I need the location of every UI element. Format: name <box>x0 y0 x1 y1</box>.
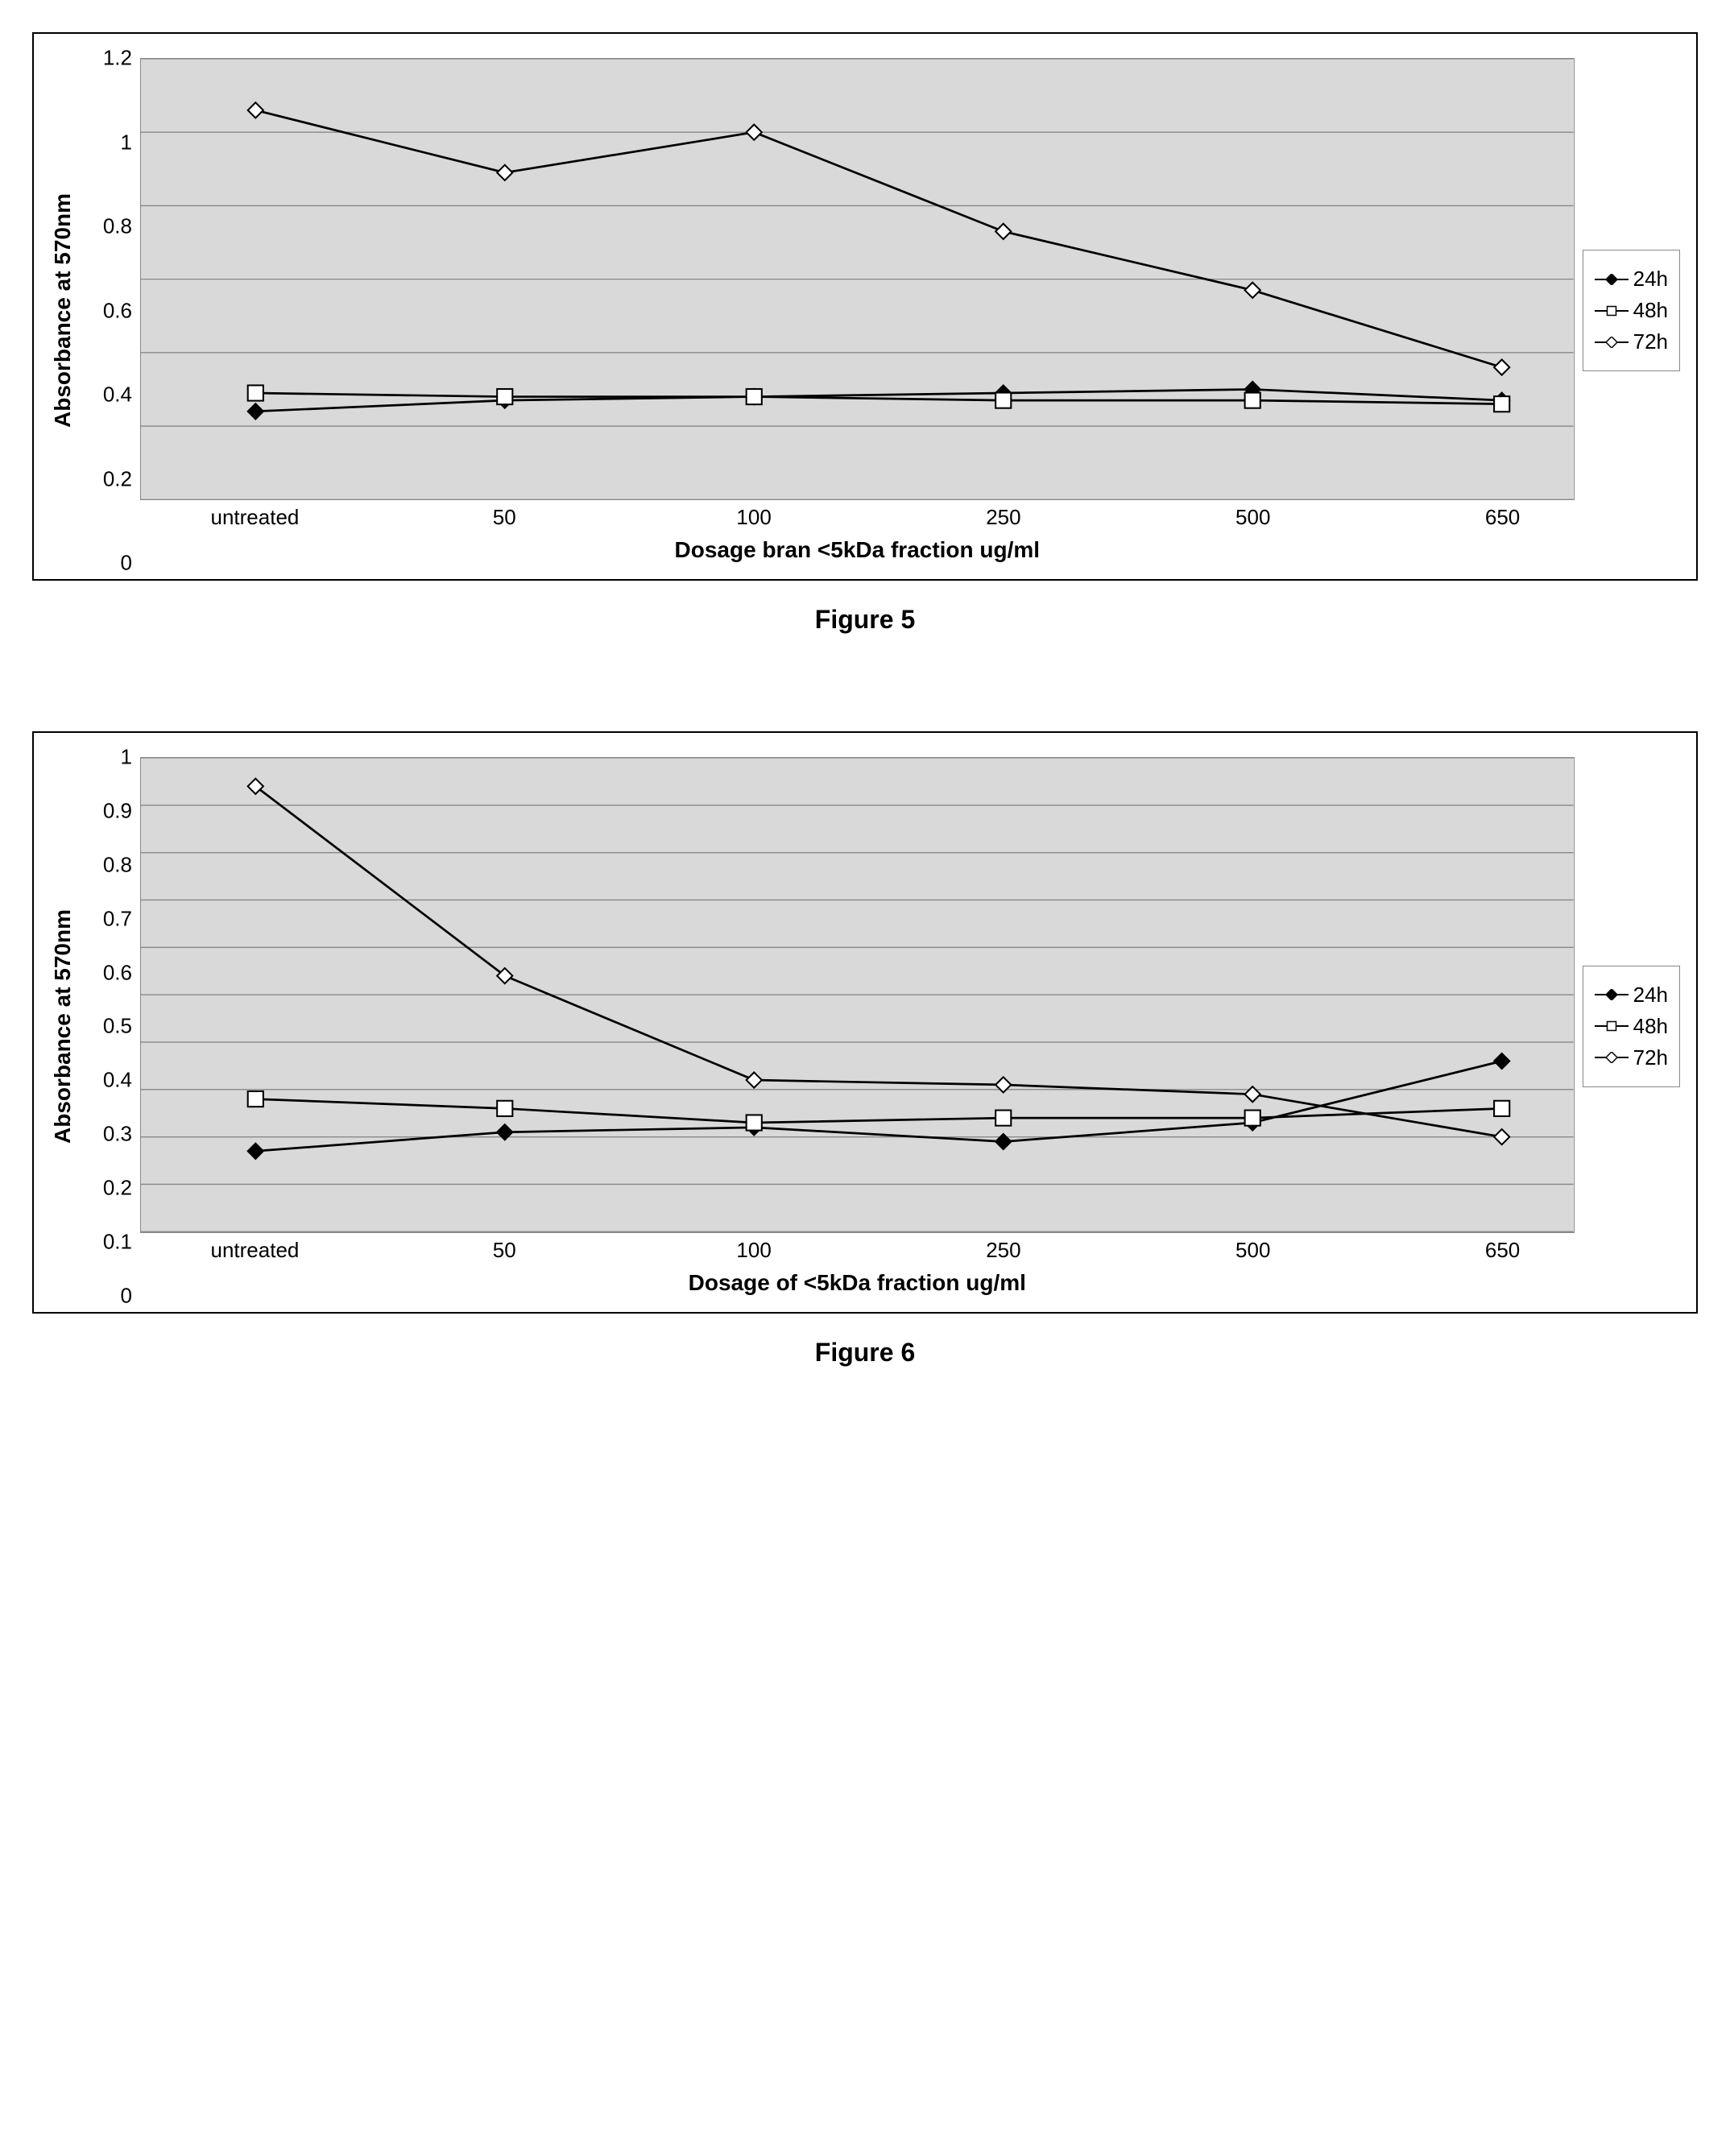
legend-label: 48h <box>1633 298 1668 323</box>
x-tick-label: 650 <box>1485 1238 1520 1263</box>
y-tick-label: 0.1 <box>84 1229 132 1254</box>
data-marker <box>747 389 762 404</box>
x-tick-label: 100 <box>736 1238 771 1263</box>
legend-item-72h: 72h <box>1595 1045 1668 1070</box>
legend-item-72h: 72h <box>1595 329 1668 354</box>
y-tick-label: 0.2 <box>84 1175 132 1200</box>
y-tick-label: 0 <box>84 1283 132 1308</box>
data-marker <box>1245 1111 1260 1126</box>
legend-label: 24h <box>1633 983 1668 1008</box>
y-axis-label: Absorbance at 570nm <box>50 909 76 1144</box>
legend: 24h 48h 72h <box>1583 966 1680 1087</box>
data-marker <box>1245 393 1260 408</box>
x-tick-label: untreated <box>211 505 300 530</box>
x-tick-label: 250 <box>986 505 1020 530</box>
plot-area <box>140 58 1575 500</box>
data-marker <box>497 389 512 404</box>
plot-area <box>140 757 1575 1232</box>
legend-item-48h: 48h <box>1595 1014 1668 1039</box>
x-tick-label: 650 <box>1485 505 1520 530</box>
y-tick-label: 0 <box>84 551 132 576</box>
data-marker <box>995 1111 1011 1126</box>
x-ticks: untreated 50 100 250 500 650 <box>140 500 1575 532</box>
y-tick-label: 0.3 <box>84 1122 132 1147</box>
data-marker <box>248 385 263 400</box>
x-ticks: untreated 50 100 250 500 650 <box>140 1233 1575 1265</box>
y-tick-label: 1 <box>84 745 132 770</box>
y-tick-label: 0.6 <box>84 960 132 985</box>
legend-item-24h: 24h <box>1595 983 1668 1008</box>
legend-label: 24h <box>1633 267 1668 292</box>
y-tick-label: 0.7 <box>84 906 132 931</box>
chart-panel: Absorbance at 570nm 0 0.1 0.2 0.3 0.4 0.5 0.6 0.… <box>32 731 1698 1313</box>
y-ticks: 00.10.20.30.40.50.60.70.80.91 <box>84 757 132 1295</box>
y-axis-label: Absorbance at 570nm <box>50 193 76 428</box>
y-tick-label: 0.4 <box>84 383 132 408</box>
legend-item-48h: 48h <box>1595 298 1668 323</box>
legend-marker-icon <box>1606 1020 1617 1032</box>
y-tick-label: 0.8 <box>84 214 132 239</box>
x-tick-label: 50 <box>493 1238 516 1263</box>
y-ticks: 00.20.40.60.811.2 <box>84 58 132 563</box>
figure-fig6: Absorbance at 570nm 0 0.1 0.2 0.3 0.4 0.5 0.6 0.… <box>32 731 1698 1367</box>
legend-marker-icon <box>1606 989 1617 1000</box>
legend-label: 72h <box>1633 1045 1668 1070</box>
legend: 24h 48h 72h <box>1583 250 1680 371</box>
legend-label: 72h <box>1633 329 1668 354</box>
y-tick-label: 0.5 <box>84 1014 132 1039</box>
y-tick-label: 1 <box>84 130 132 155</box>
y-tick-label: 0.2 <box>84 466 132 491</box>
data-marker <box>747 1115 762 1131</box>
chart-panel: Absorbance at 570nm 0 0.2 0.4 0.6 0.8 1 1.2 untr… <box>32 32 1698 581</box>
x-tick-label: 50 <box>493 505 516 530</box>
data-marker <box>248 1091 263 1107</box>
x-tick-label: 500 <box>1235 1238 1270 1263</box>
legend-marker-icon <box>1606 274 1617 285</box>
x-axis-label: Dosage of <5kDa fraction ug/ml <box>140 1270 1575 1296</box>
legend-item-24h: 24h <box>1595 267 1668 292</box>
x-tick-label: 500 <box>1235 505 1270 530</box>
data-marker <box>1494 396 1509 412</box>
x-tick-label: untreated <box>211 1238 300 1263</box>
x-axis-label: Dosage bran <5kDa fraction ug/ml <box>140 537 1575 563</box>
figure-fig5: Absorbance at 570nm 0 0.2 0.4 0.6 0.8 1 1.2 untr… <box>32 32 1698 635</box>
legend-label: 48h <box>1633 1014 1668 1039</box>
y-tick-label: 0.8 <box>84 852 132 877</box>
y-tick-label: 0.9 <box>84 799 132 824</box>
data-marker <box>497 1101 512 1116</box>
legend-marker-icon <box>1606 1052 1617 1063</box>
data-marker <box>995 393 1011 408</box>
x-tick-label: 250 <box>986 1238 1020 1263</box>
data-marker <box>1494 1101 1509 1116</box>
y-tick-label: 1.2 <box>84 46 132 71</box>
figure-caption: Figure 5 <box>32 605 1698 635</box>
legend-marker-icon <box>1606 305 1617 317</box>
y-tick-label: 0.6 <box>84 298 132 323</box>
x-tick-label: 100 <box>736 505 771 530</box>
y-tick-label: 0.4 <box>84 1068 132 1093</box>
figure-caption: Figure 6 <box>32 1338 1698 1368</box>
legend-marker-icon <box>1606 337 1617 348</box>
